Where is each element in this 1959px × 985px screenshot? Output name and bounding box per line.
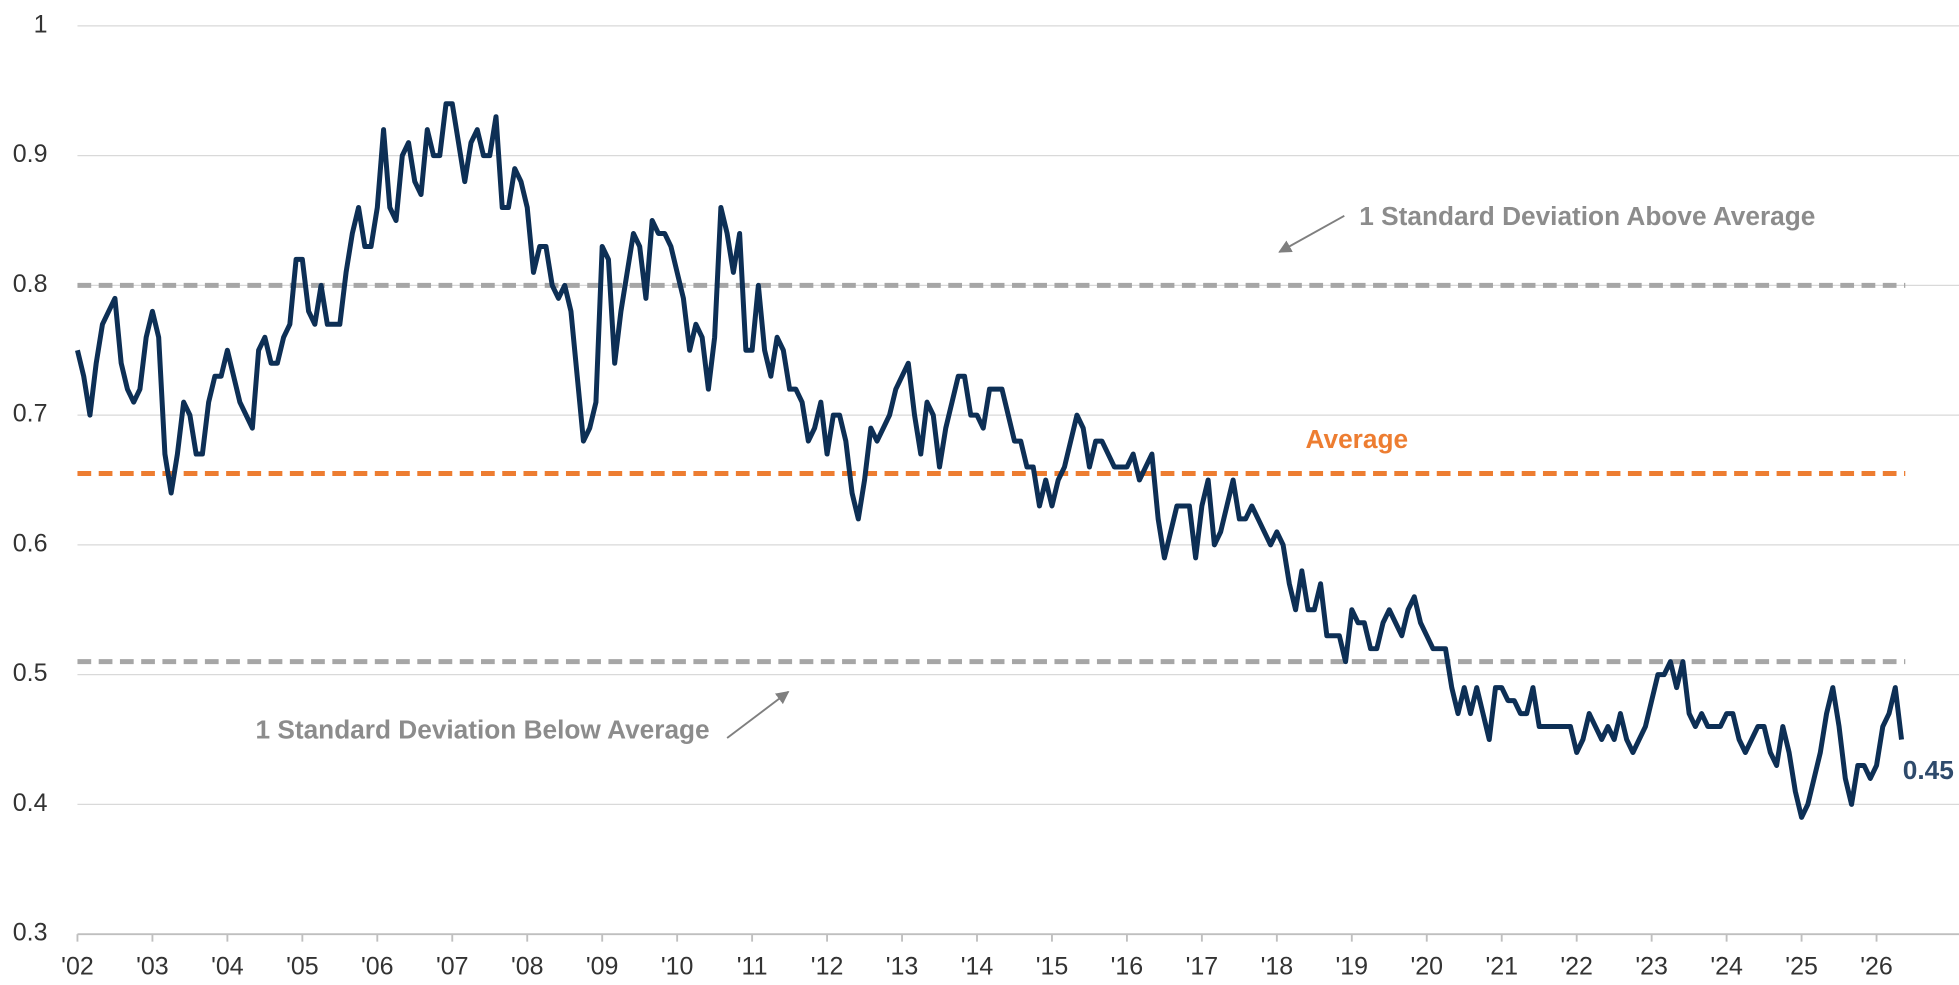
x-tick-label: '15 xyxy=(1036,952,1069,980)
x-tick-label: '18 xyxy=(1261,952,1294,980)
x-tick-label: '26 xyxy=(1860,952,1893,980)
x-tick-label: '10 xyxy=(661,952,694,980)
annotation-arrow xyxy=(1278,214,1345,253)
x-tick-label: '20 xyxy=(1410,952,1443,980)
x-tick-label: '12 xyxy=(811,952,844,980)
reference-label: 1 Standard Deviation Below Average xyxy=(256,715,710,745)
x-tick-label: '22 xyxy=(1560,952,1593,980)
x-tick-label: '23 xyxy=(1635,952,1668,980)
reference-label: 1 Standard Deviation Above Average xyxy=(1359,201,1815,231)
end-value-label: 0.45 xyxy=(1903,755,1954,785)
x-tick-label: '13 xyxy=(886,952,919,980)
x-tick-label: '17 xyxy=(1186,952,1219,980)
y-tick-label: 1 xyxy=(34,10,48,38)
series-line xyxy=(75,101,1905,820)
y-tick-label: 0.8 xyxy=(13,270,48,298)
x-tick-label: '04 xyxy=(211,952,244,980)
x-tick-label: '05 xyxy=(286,952,319,980)
x-tick-label: '11 xyxy=(737,952,768,980)
x-tick-label: '03 xyxy=(136,952,169,980)
y-tick-label: 0.6 xyxy=(13,529,48,557)
x-tick-label: '06 xyxy=(361,952,394,980)
y-tick-label: 0.3 xyxy=(13,919,48,947)
y-tick-label: 0.9 xyxy=(13,140,48,168)
x-tick-label: '14 xyxy=(961,952,994,980)
x-tick-label: '25 xyxy=(1785,952,1818,980)
x-tick-label: '08 xyxy=(511,952,544,980)
x-tick-label: '07 xyxy=(436,952,469,980)
annotation-arrow xyxy=(726,690,790,739)
y-tick-label: 0.5 xyxy=(13,659,48,687)
y-tick-label: 0.4 xyxy=(13,789,48,817)
x-tick-label: '02 xyxy=(61,952,94,980)
reference-label: Average xyxy=(1306,424,1409,454)
x-tick-label: '19 xyxy=(1336,952,1369,980)
x-tick-label: '09 xyxy=(586,952,619,980)
y-tick-label: 0.7 xyxy=(13,400,48,428)
x-tick-label: '24 xyxy=(1710,952,1743,980)
x-tick-label: '16 xyxy=(1111,952,1144,980)
x-tick-label: '21 xyxy=(1485,952,1518,980)
